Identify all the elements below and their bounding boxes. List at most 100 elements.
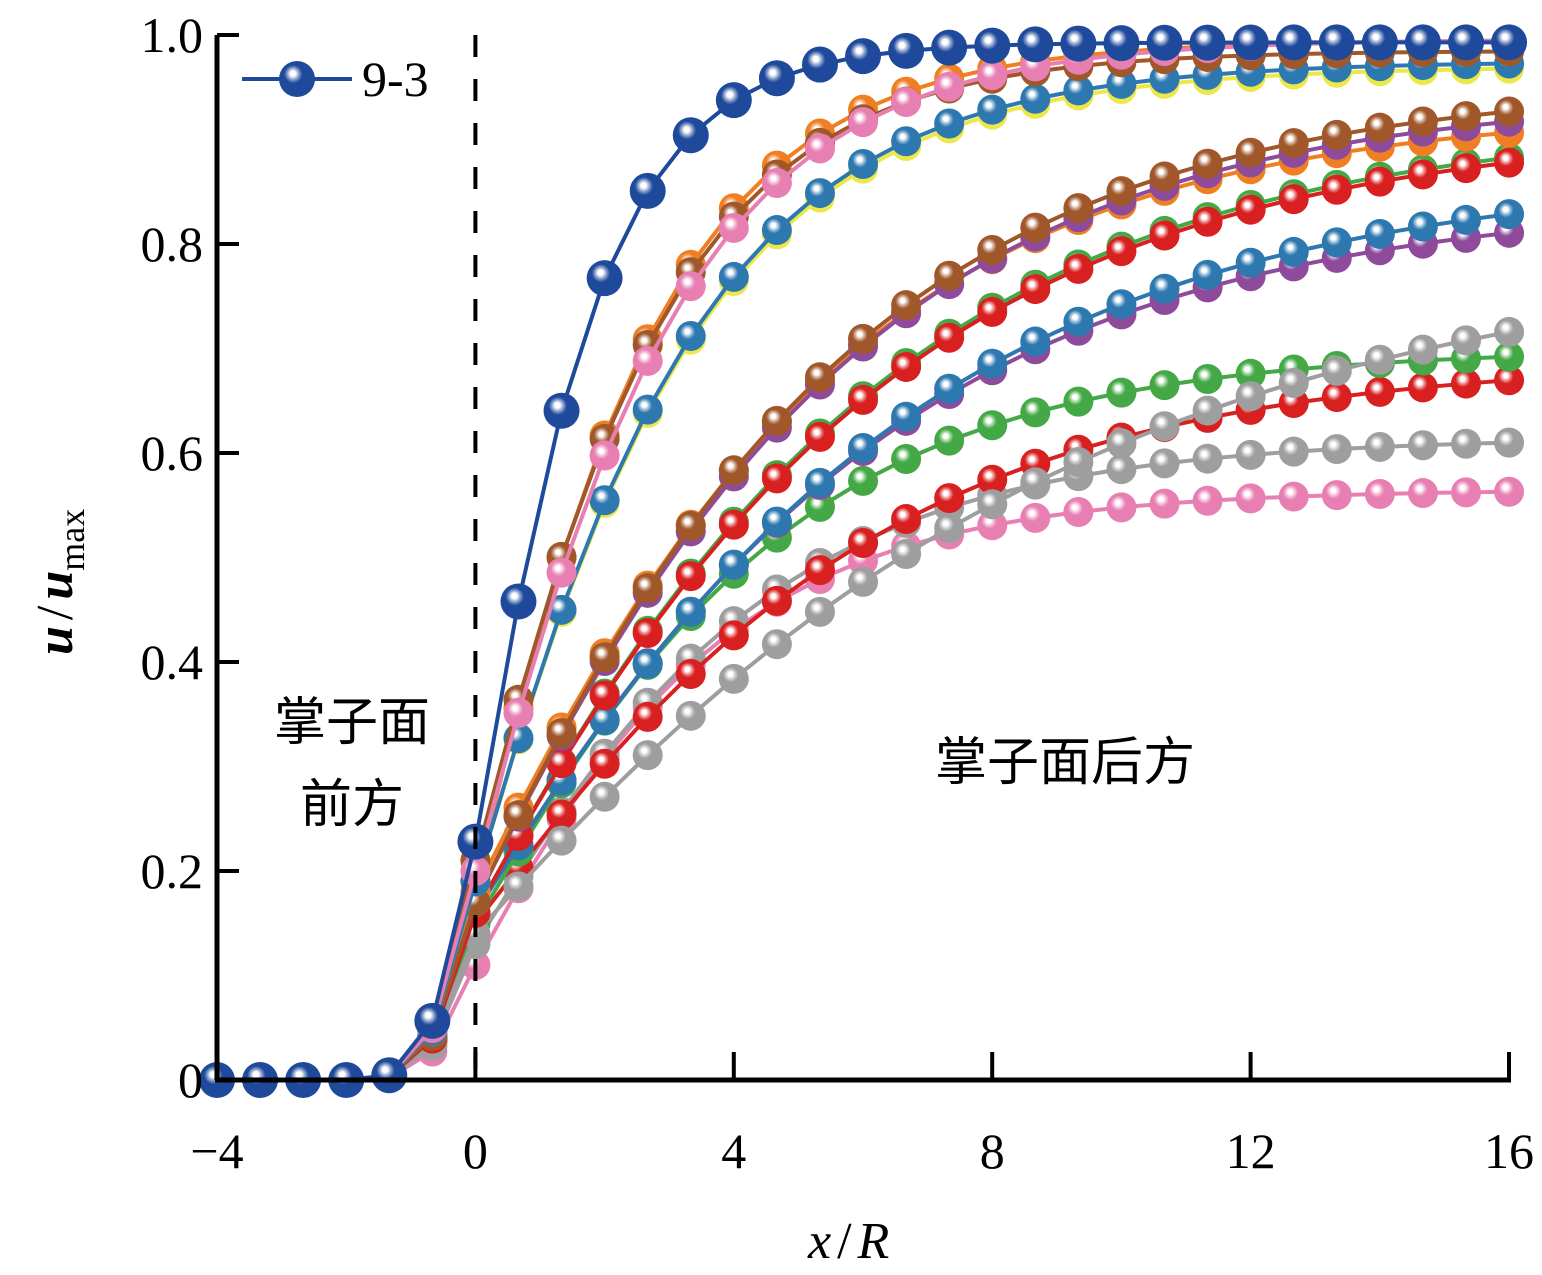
- data-point: [934, 425, 965, 456]
- data-point: [1321, 480, 1352, 511]
- data-point: [934, 373, 965, 404]
- data-point: [675, 561, 706, 592]
- data-point: [500, 583, 537, 620]
- data-point: [632, 573, 663, 604]
- data-point: [675, 700, 706, 731]
- data-point: [761, 167, 792, 198]
- x-tick-label: 12: [1226, 1123, 1276, 1179]
- xlabel-slash: /: [837, 1213, 852, 1270]
- data-point: [1106, 377, 1137, 408]
- data-point: [848, 465, 879, 496]
- data-point: [1494, 199, 1525, 230]
- data-point: [1063, 447, 1094, 478]
- data-point: [1494, 476, 1525, 507]
- data-point: [804, 178, 835, 209]
- data-point: [804, 467, 835, 498]
- data-point: [1278, 236, 1309, 267]
- data-point: [891, 504, 922, 535]
- data-point: [977, 464, 1008, 495]
- data-point: [1106, 428, 1137, 459]
- y-tick-label: 1.0: [141, 7, 204, 63]
- y-tick-label: 0.4: [141, 634, 204, 690]
- data-point: [1494, 316, 1525, 347]
- data-point: [589, 680, 620, 711]
- data-point: [1149, 220, 1180, 251]
- data-point: [589, 781, 620, 812]
- data-point: [974, 27, 1011, 64]
- data-point: [1149, 448, 1180, 479]
- data-point: [675, 659, 706, 690]
- data-point: [546, 825, 577, 856]
- data-point: [1321, 434, 1352, 465]
- data-point: [675, 510, 706, 541]
- x-axis-title: x / R: [807, 1213, 889, 1270]
- data-point: [1494, 365, 1525, 396]
- data-point: [1494, 427, 1525, 458]
- data-point: [1149, 370, 1180, 401]
- series-line: [217, 119, 1510, 1082]
- y-ticks: 0 0.2 0.4 0.6 0.8 1.0: [141, 7, 239, 1108]
- data-point: [1450, 153, 1481, 184]
- x-tick-label: −4: [190, 1123, 243, 1179]
- data-point: [1491, 24, 1528, 61]
- x-tick-label: 16: [1484, 1123, 1534, 1179]
- data-point: [848, 527, 879, 558]
- data-point: [977, 235, 1008, 266]
- data-point: [891, 538, 922, 569]
- data-point: [715, 82, 752, 119]
- data-point: [891, 87, 922, 118]
- data-point: [1321, 355, 1352, 386]
- data-point: [1149, 273, 1180, 304]
- data-point: [1063, 253, 1094, 284]
- data-point: [1020, 326, 1051, 357]
- data-point: [1364, 218, 1395, 249]
- data-point: [977, 489, 1008, 520]
- data-point: [546, 718, 577, 749]
- series-s17: [202, 427, 1525, 1095]
- data-point: [1494, 341, 1525, 372]
- data-point: [1407, 334, 1438, 365]
- data-point: [804, 555, 835, 586]
- data-point: [848, 323, 879, 354]
- data-point: [1321, 119, 1352, 150]
- data-point: [977, 510, 1008, 541]
- data-point: [1232, 24, 1269, 61]
- data-point: [977, 348, 1008, 379]
- data-point: [848, 432, 879, 463]
- ylabel-u2: u: [27, 571, 84, 600]
- data-point: [891, 126, 922, 157]
- data-point: [1149, 411, 1180, 442]
- x-tick-label: 8: [980, 1123, 1005, 1179]
- series-9-3: [199, 24, 1528, 1098]
- data-point: [1364, 431, 1395, 462]
- x-tick-label: 4: [721, 1123, 746, 1179]
- data-point: [1063, 386, 1094, 417]
- data-point: [1450, 325, 1481, 356]
- data-point: [845, 38, 882, 75]
- data-point: [718, 663, 749, 694]
- data-point: [632, 648, 663, 679]
- data-point: [1450, 101, 1481, 132]
- data-point: [718, 620, 749, 651]
- data-point: [848, 107, 879, 138]
- series-line: [217, 155, 1510, 1082]
- data-point: [1146, 24, 1183, 61]
- data-point: [718, 549, 749, 580]
- data-point: [675, 271, 706, 302]
- ylabel-slash: /: [27, 605, 84, 620]
- data-point: [1106, 68, 1137, 99]
- data-point: [761, 215, 792, 246]
- x-tick-label: 0: [463, 1123, 488, 1179]
- data-point: [589, 642, 620, 673]
- data-point: [503, 871, 534, 902]
- data-point: [977, 94, 1008, 125]
- data-point: [1106, 176, 1137, 207]
- data-point: [675, 596, 706, 627]
- data-point: [1235, 194, 1266, 225]
- data-point: [1192, 363, 1223, 394]
- data-point: [718, 509, 749, 540]
- data-point: [1063, 75, 1094, 106]
- data-point: [1106, 289, 1137, 320]
- annotation-before-face-line1: 掌子面: [274, 693, 430, 753]
